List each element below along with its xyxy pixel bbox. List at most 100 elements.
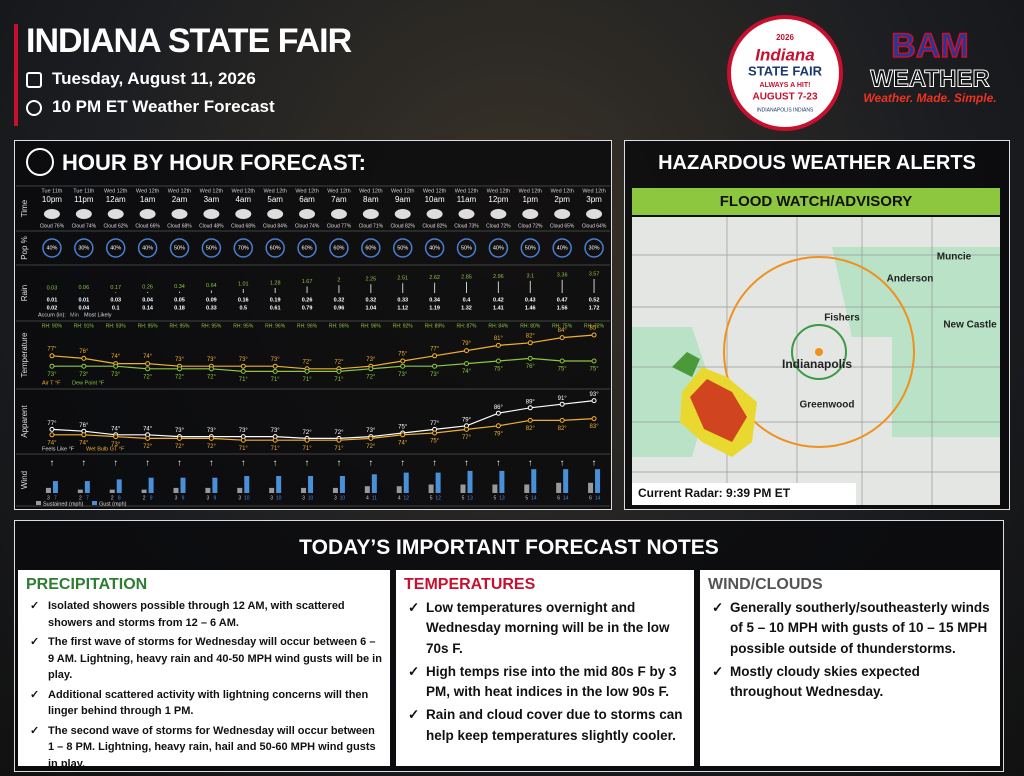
hour: 1pm [522,195,538,204]
gust-bar [116,479,122,493]
pop: 70% [238,245,249,251]
pop: 40% [493,245,504,251]
rain-min: 0.26 [302,297,313,303]
temp-legend: Air T °F [42,380,61,386]
gust-label: 10 [244,495,250,501]
gust-bar [499,470,505,493]
weather-icon [299,209,316,219]
feels-label: 74° [111,426,121,432]
feels-label: 76° [79,423,89,429]
wetbulb-label: 71° [239,446,249,452]
sustained-bar [45,487,51,493]
wind-arrow: ↑ [209,457,214,467]
dew-line-point [336,368,342,374]
hour: 11am [457,195,477,204]
wetbulb-label: 77° [462,435,472,441]
inner-ring [791,324,847,380]
rain-total: 2.25 [365,277,376,283]
rh: RH: 89% [425,323,446,329]
air-label: 82° [526,333,536,339]
wind-arrow: ↑ [496,457,501,467]
weather-icon [75,209,92,219]
rh: RH: 75% [552,323,573,329]
dew-label: 71° [239,377,249,383]
feels-label: 77° [47,421,57,427]
dew-line-point [304,368,310,374]
rh: RH: 84% [488,323,509,329]
feels-line-point [559,401,565,407]
air-line-point [81,355,87,361]
rain-likely: 0.33 [206,305,217,311]
sustained-label: 2 [143,495,146,501]
row-label: Pop % [20,236,29,260]
dew-line-point [559,358,565,364]
logo-dates: AUGUST 7-23 [752,92,817,103]
sustained-bar [364,486,370,493]
wind-arrow: ↑ [82,457,87,467]
pop: 40% [110,245,121,251]
hour: 9am [395,195,411,204]
air-line-point [272,363,278,369]
legend-swatch [36,501,41,505]
clock-icon [26,148,54,176]
air-label: 85° [590,326,600,332]
dew-label: 73° [47,372,57,378]
sustained-bar [205,487,211,493]
dew-label: 72° [366,374,376,380]
pop-ring [169,238,190,258]
rain-min: 0.01 [78,297,89,303]
pop: 40% [142,245,153,251]
rain-min: 0.19 [270,297,281,303]
weather-icon [267,209,284,219]
day: Wed 12th [136,188,159,194]
dew-line-point [208,366,214,372]
rain-min: 0.43 [525,297,536,303]
sustained-label: 5 [462,495,465,501]
dew-line-point [368,366,374,372]
rain-total: 2.85 [461,274,472,280]
gust-bar [563,469,569,493]
weather-icon [139,209,156,219]
rain-min: 0.33 [397,297,408,303]
wind-legend: Gust (mph) [99,501,127,507]
day: Tue 11th [41,188,62,194]
rain-likely: 0.1 [112,305,120,311]
cloud: Cloud 64% [582,223,607,229]
cloud: Cloud 72% [486,223,511,229]
rain-min: 0.03 [110,297,121,303]
wetbulb-line-point [145,435,151,441]
pop: 30% [78,245,89,251]
air-label: 73° [271,357,281,363]
feels-label: 75° [398,425,408,431]
wetbulb-line-point [527,417,533,423]
radar-time: Current Radar: 9:39 PM ET [638,486,791,500]
gust-label: 8 [118,495,121,501]
rh: RH: 96% [297,323,318,329]
wetbulb-label: 79° [494,431,504,437]
weather-icon [330,209,347,219]
air-label: 72° [303,359,313,365]
air-label: 73° [239,357,249,363]
air-line [51,334,595,370]
dew-line-point [432,363,438,369]
gust-label: 13 [467,495,473,501]
apparent-legend: Feels Like °F [42,446,75,452]
temp-legend: Dew Point °F [72,380,105,386]
dew-label: 75° [590,367,600,373]
pop-ring [392,238,413,258]
cloud: Cloud 82% [422,223,447,229]
rain-total: 0.06 [78,285,89,291]
note-item: Generally southerly/southeasterly winds … [712,598,992,659]
wetbulb-label: 73° [111,442,121,448]
row-label: Wind [20,471,29,489]
dew-label: 73° [111,372,121,378]
hour: 10am [425,195,445,204]
radar-label-bg [632,483,856,505]
sustained-label: 6 [589,495,592,501]
note-item: The second wave of storms for Wednesday … [30,723,382,773]
cloud: Cloud 74% [295,223,320,229]
feels-label: 73° [175,428,185,434]
cloud: Cloud 84% [263,223,288,229]
rain-likely: 0.04 [78,305,90,311]
air-label: 84° [558,328,568,334]
